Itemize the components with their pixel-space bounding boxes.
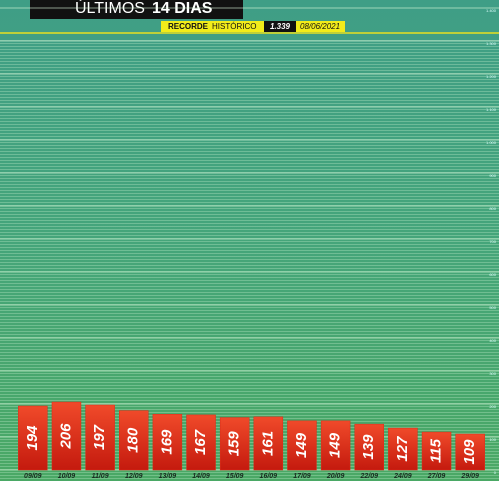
x-tick-label: 24/09: [393, 473, 412, 480]
record-date: 08/06/2021: [300, 22, 340, 31]
x-tick-label: 13/09: [159, 473, 177, 480]
record-value: 1.339: [270, 22, 291, 31]
y-tick-label: 400: [489, 338, 496, 343]
y-tick-label: 900: [489, 173, 496, 178]
value-label: 139: [360, 434, 377, 460]
value-label: 197: [91, 424, 108, 450]
y-tick-label: 0: [494, 470, 497, 475]
x-tick-label: 11/09: [92, 473, 109, 480]
x-tick-label: 12/09: [125, 473, 143, 480]
x-tick-label: 22/09: [359, 473, 378, 480]
x-tick-label: 29/09: [460, 473, 479, 480]
y-tick-label: 1.100: [486, 107, 497, 112]
y-tick-label: 1.300: [486, 41, 497, 46]
x-tick-label: 16/09: [260, 473, 278, 480]
y-tick-label: 300: [489, 371, 496, 376]
x-tick-label: 17/09: [293, 473, 311, 480]
x-tick-label: 09/09: [24, 473, 42, 480]
chart-panel: ÚLTIMOS 14 DIAS RECORDE HISTÓRICO 1.339 …: [0, 0, 499, 481]
value-label: 159: [226, 431, 243, 457]
value-label: 161: [259, 431, 276, 456]
title-light: ÚLTIMOS: [75, 0, 145, 17]
value-label: 167: [192, 429, 209, 455]
value-label: 109: [461, 439, 478, 465]
value-label: 115: [428, 438, 445, 463]
value-label: 206: [57, 423, 74, 450]
y-tick-label: 800: [489, 206, 496, 211]
y-tick-label: 200: [489, 404, 496, 409]
value-label: 127: [394, 436, 411, 462]
record-label: HISTÓRICO: [212, 22, 256, 31]
y-tick-label: 1.400: [486, 8, 497, 13]
value-label: 169: [158, 429, 175, 455]
x-tick-label: 27/09: [427, 473, 446, 480]
title-bold: 14 DIAS: [152, 0, 213, 17]
y-tick-label: 500: [489, 305, 496, 310]
value-label: 180: [125, 427, 142, 453]
x-tick-label: 14/09: [192, 473, 210, 480]
x-tick-label: 20/09: [326, 473, 345, 480]
value-label: 194: [24, 425, 41, 451]
y-tick-label: 600: [489, 272, 496, 277]
x-tick-label: 15/09: [226, 473, 244, 480]
value-label: 149: [327, 432, 344, 458]
y-tick-label: 1.200: [486, 74, 497, 79]
y-tick-label: 700: [489, 239, 496, 244]
record-label-bold: RECORDE: [168, 22, 209, 31]
value-label: 149: [293, 432, 310, 458]
y-tick-label: 100: [489, 437, 496, 442]
y-tick-label: 1.000: [486, 140, 497, 145]
chart: ÚLTIMOS 14 DIAS RECORDE HISTÓRICO 1.339 …: [0, 0, 499, 481]
x-tick-label: 10/09: [58, 473, 76, 480]
